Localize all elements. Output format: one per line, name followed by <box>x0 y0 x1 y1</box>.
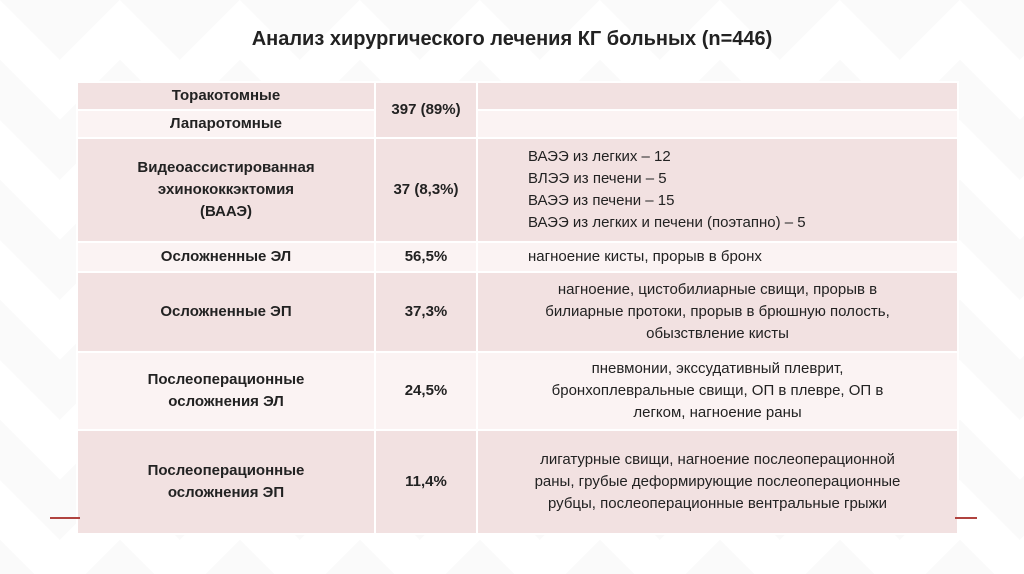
accent-divider-left <box>50 517 80 519</box>
slide-title: Анализ хирургического лечения КГ больных… <box>251 28 773 50</box>
row-label: Лапаротомные <box>76 109 376 139</box>
row-label: Осложненные ЭП <box>76 271 376 353</box>
row-value: 397 (89%) <box>374 81 478 139</box>
row-label: Видеоассистированная эхинококкэктомия (В… <box>76 137 376 243</box>
table-row: Лапаротомные <box>76 109 959 139</box>
table-row: Осложненные ЭП 37,3% нагноение, цистобил… <box>76 271 959 353</box>
row-label: Послеоперационные осложнения ЭЛ <box>76 351 376 431</box>
row-note: нагноение кисты, прорыв в бронх <box>476 241 959 273</box>
row-note: пневмонии, экссудативный плеврит, бронхо… <box>476 351 959 431</box>
row-label: Послеоперационные осложнения ЭП <box>76 429 376 535</box>
table-row: Осложненные ЭЛ 56,5% нагноение кисты, пр… <box>76 241 959 273</box>
row-value: 11,4% <box>374 429 478 535</box>
row-note <box>476 81 959 111</box>
row-note: лигатурные свищи, нагноение послеопераци… <box>476 429 959 535</box>
row-label: Осложненные ЭЛ <box>76 241 376 273</box>
surgery-analysis-table: Торакотомные 397 (89%) Лапаротомные Виде… <box>76 81 959 535</box>
row-value: 37,3% <box>374 271 478 353</box>
table-row: Послеоперационные осложнения ЭЛ 24,5% пн… <box>76 351 959 431</box>
accent-divider-right <box>955 517 977 519</box>
row-note: нагноение, цистобилиарные свищи, прорыв … <box>476 271 959 353</box>
row-value: 56,5% <box>374 241 478 273</box>
row-value: 37 (8,3%) <box>374 137 478 243</box>
table-row: Видеоассистированная эхинококкэктомия (В… <box>76 137 959 243</box>
row-label: Торакотомные <box>76 81 376 111</box>
row-value: 24,5% <box>374 351 478 431</box>
table-row: Послеоперационные осложнения ЭП 11,4% ли… <box>76 429 959 535</box>
row-note: ВАЭЭ из легких – 12 ВЛЭЭ из печени – 5 В… <box>476 137 959 243</box>
table-row: Торакотомные 397 (89%) <box>76 81 959 139</box>
row-note <box>476 109 959 139</box>
